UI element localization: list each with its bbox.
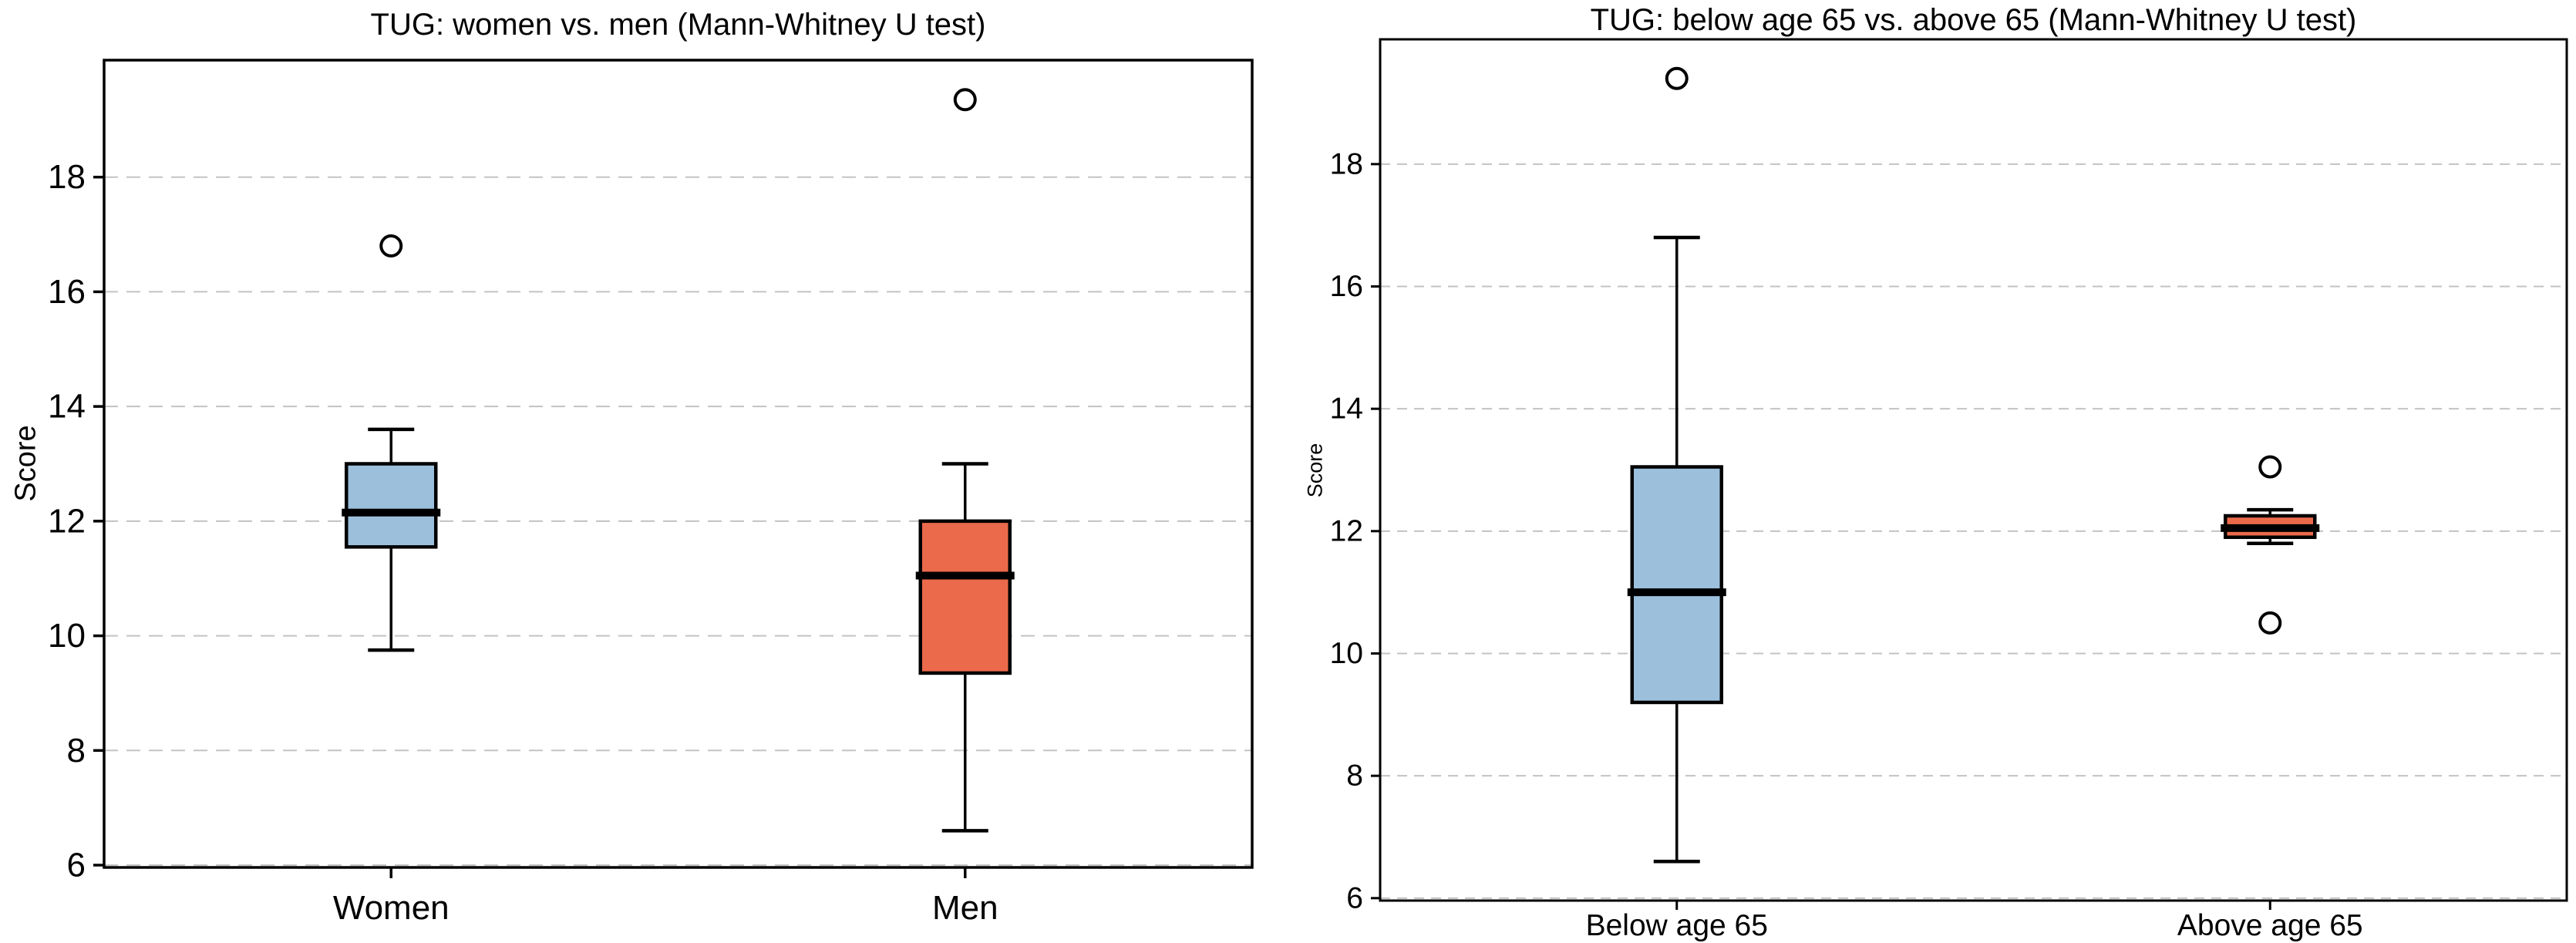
x-tick-label: Women <box>333 889 450 927</box>
outlier-point <box>2258 455 2282 479</box>
y-tick-label: 18 <box>1330 147 1363 180</box>
y-axis-label-right: Score <box>1303 443 1327 498</box>
y-tick-label: 14 <box>48 388 86 426</box>
outlier-point <box>379 234 403 258</box>
x-tick-label: Above age 65 <box>2177 909 2363 942</box>
y-tick-label: 10 <box>1330 637 1363 670</box>
box-iqr <box>345 462 438 549</box>
y-tick-label: 6 <box>1346 881 1363 914</box>
y-tick-label: 6 <box>67 847 86 884</box>
box-iqr <box>918 519 1012 675</box>
outlier-point <box>2258 611 2282 635</box>
y-tick-label: 12 <box>1330 514 1363 547</box>
y-tick-label: 8 <box>67 732 86 770</box>
outlier-point <box>1665 66 1689 90</box>
x-tick-label: Men <box>932 889 998 927</box>
chart-title-women-vs-men: TUG: women vs. men (Mann-Whitney U test) <box>370 8 986 42</box>
y-tick-label: 10 <box>48 617 86 655</box>
x-tick-label: Below age 65 <box>1586 909 1768 942</box>
axes-spines <box>103 59 1254 869</box>
y-tick-label: 16 <box>1330 270 1363 303</box>
box-iqr <box>1630 465 1723 705</box>
y-tick-label: 18 <box>48 158 86 196</box>
y-tick-label: 12 <box>48 502 86 540</box>
y-tick-label: 14 <box>1330 392 1363 426</box>
axes-spines <box>1379 38 2568 902</box>
chart-title-below-vs-above-65: TUG: below age 65 vs. above 65 (Mann-Whi… <box>1590 3 2357 37</box>
y-tick-label: 8 <box>1346 759 1363 793</box>
y-tick-label: 16 <box>48 273 86 311</box>
y-axis-label-left: Score <box>9 425 42 502</box>
outlier-point <box>953 88 977 112</box>
